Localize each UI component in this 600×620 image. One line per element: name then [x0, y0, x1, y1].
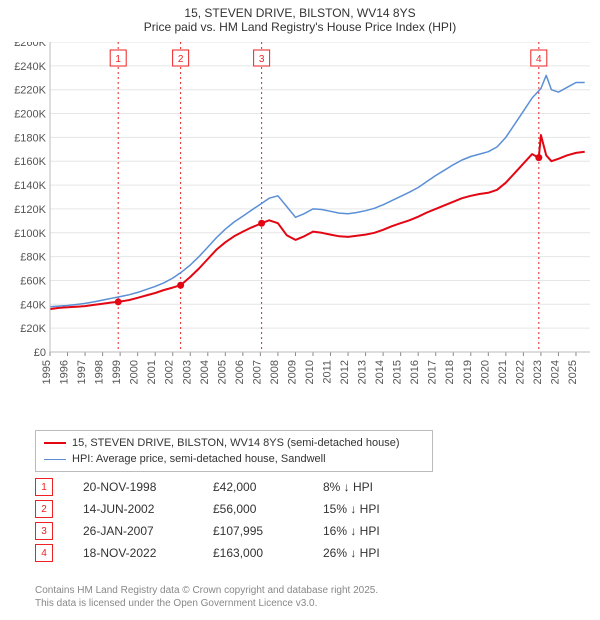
svg-text:£0: £0	[34, 347, 46, 359]
svg-text:£240K: £240K	[14, 61, 46, 73]
svg-text:2010: 2010	[304, 360, 316, 384]
svg-text:2001: 2001	[146, 360, 158, 384]
svg-text:2017: 2017	[427, 360, 439, 384]
svg-text:2018: 2018	[444, 360, 456, 384]
legend: 15, STEVEN DRIVE, BILSTON, WV14 8YS (sem…	[35, 430, 433, 472]
sale-row: 4 18-NOV-2022£163,00026% ↓ HPI	[35, 542, 443, 564]
svg-text:2013: 2013	[357, 360, 369, 384]
sale-date: 14-JUN-2002	[83, 502, 213, 516]
sale-diff: 16% ↓ HPI	[323, 524, 443, 538]
sale-row: 1 20-NOV-1998£42,0008% ↓ HPI	[35, 476, 443, 498]
svg-text:2020: 2020	[479, 360, 491, 384]
legend-label: HPI: Average price, semi-detached house,…	[72, 451, 326, 467]
legend-swatch	[44, 442, 66, 444]
svg-text:£80K: £80K	[20, 252, 46, 264]
svg-text:1996: 1996	[59, 360, 71, 384]
svg-text:2006: 2006	[234, 360, 246, 384]
sale-row: 3 26-JAN-2007£107,99516% ↓ HPI	[35, 520, 443, 542]
svg-text:2014: 2014	[374, 360, 386, 384]
sale-diff: 15% ↓ HPI	[323, 502, 443, 516]
sales-table: 120-NOV-1998£42,0008% ↓ HPI214-JUN-2002£…	[35, 476, 443, 564]
svg-text:2007: 2007	[251, 360, 263, 384]
sale-price: £56,000	[213, 502, 323, 516]
svg-text:2005: 2005	[216, 360, 228, 384]
svg-text:2023: 2023	[532, 360, 544, 384]
svg-text:£160K: £160K	[14, 156, 46, 168]
sale-index-box: 2	[35, 500, 53, 518]
svg-text:£60K: £60K	[20, 275, 46, 287]
legend-label: 15, STEVEN DRIVE, BILSTON, WV14 8YS (sem…	[72, 435, 400, 451]
sale-row: 2 14-JUN-2002£56,00015% ↓ HPI	[35, 498, 443, 520]
svg-text:£180K: £180K	[14, 132, 46, 144]
footer-line1: Contains HM Land Registry data © Crown c…	[35, 584, 378, 597]
svg-text:2011: 2011	[322, 360, 334, 384]
svg-text:2002: 2002	[164, 360, 176, 384]
footer-line2: This data is licensed under the Open Gov…	[35, 597, 378, 610]
sale-diff: 26% ↓ HPI	[323, 546, 443, 560]
svg-text:2021: 2021	[497, 360, 509, 384]
legend-swatch	[44, 459, 66, 460]
svg-text:£220K: £220K	[14, 85, 46, 97]
title-line2: Price paid vs. HM Land Registry's House …	[0, 20, 600, 34]
svg-text:2012: 2012	[339, 360, 351, 384]
sale-price: £42,000	[213, 480, 323, 494]
svg-text:£100K: £100K	[14, 228, 46, 240]
price-chart: £0 £20K £40K £60K £80K £100K £120K £140K £160K £1…	[10, 42, 590, 422]
svg-text:1998: 1998	[94, 360, 106, 384]
sale-date: 20-NOV-1998	[83, 480, 213, 494]
svg-text:2024: 2024	[549, 360, 561, 384]
svg-text:2016: 2016	[409, 360, 421, 384]
sale-price: £107,995	[213, 524, 323, 538]
sale-price: £163,000	[213, 546, 323, 560]
svg-text:2015: 2015	[392, 360, 404, 384]
chart-area: £0 £20K £40K £60K £80K £100K £120K £140K £160K £1…	[10, 42, 590, 422]
svg-text:2004: 2004	[199, 360, 211, 384]
svg-text:£120K: £120K	[14, 204, 46, 216]
svg-text:1: 1	[115, 54, 121, 65]
svg-text:2022: 2022	[514, 360, 526, 384]
svg-text:£20K: £20K	[20, 323, 46, 335]
svg-text:£260K: £260K	[14, 42, 46, 49]
svg-text:£140K: £140K	[14, 180, 46, 192]
chart-title-block: 15, STEVEN DRIVE, BILSTON, WV14 8YS Pric…	[0, 0, 600, 34]
svg-text:2025: 2025	[567, 360, 579, 384]
sale-date: 18-NOV-2022	[83, 546, 213, 560]
svg-text:2003: 2003	[181, 360, 193, 384]
svg-text:1997: 1997	[76, 360, 88, 384]
svg-text:2: 2	[178, 54, 184, 65]
svg-text:2000: 2000	[129, 360, 141, 384]
svg-text:2008: 2008	[269, 360, 281, 384]
svg-text:1999: 1999	[111, 360, 123, 384]
sale-diff: 8% ↓ HPI	[323, 480, 443, 494]
svg-text:2009: 2009	[286, 360, 298, 384]
svg-text:1995: 1995	[41, 360, 53, 384]
svg-text:3: 3	[259, 54, 265, 65]
footer-attribution: Contains HM Land Registry data © Crown c…	[35, 584, 378, 610]
sale-index-box: 4	[35, 544, 53, 562]
legend-item: 15, STEVEN DRIVE, BILSTON, WV14 8YS (sem…	[44, 435, 424, 451]
sale-index-box: 1	[35, 478, 53, 496]
sale-index-box: 3	[35, 522, 53, 540]
svg-text:2019: 2019	[462, 360, 474, 384]
legend-item: HPI: Average price, semi-detached house,…	[44, 451, 424, 467]
svg-text:£40K: £40K	[20, 299, 46, 311]
svg-text:4: 4	[536, 54, 542, 65]
svg-text:£200K: £200K	[14, 109, 46, 121]
title-line1: 15, STEVEN DRIVE, BILSTON, WV14 8YS	[0, 6, 600, 20]
sale-date: 26-JAN-2007	[83, 524, 213, 538]
